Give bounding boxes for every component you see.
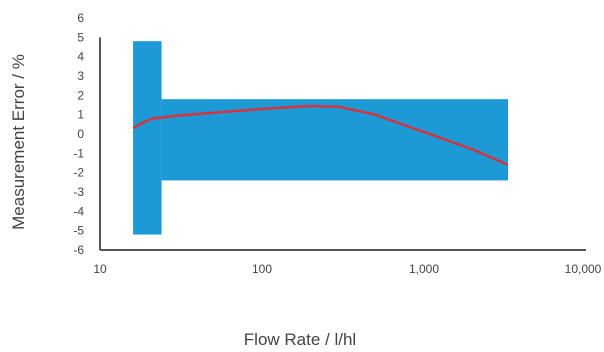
y-tick-label: -2 [73,166,84,180]
y-tick-label: -3 [73,185,84,199]
error-curve [132,104,509,167]
y-tick-label: -4 [73,204,84,218]
y-tick-label: -5 [73,224,84,238]
y-axis-title: Measurement Error / % [9,54,28,230]
y-tick-label: 0 [77,127,84,141]
y-tick-label: 1 [77,108,84,122]
x-tick-labels: 10 100 1,000 10,000 [93,262,601,276]
y-tick-label: 5 [77,30,84,44]
x-tick-label: 1,000 [409,262,439,276]
tolerance-band-segment [133,41,162,235]
y-tick-label: 3 [77,69,84,83]
x-axis-title: Flow Rate / l/hl [244,330,356,349]
y-tick-label: 2 [77,88,84,102]
y-tick-label: -1 [73,146,84,160]
y-tick-labels: 6 5 4 3 2 1 0 -1 -2 -3 -4 -5 -6 [73,11,84,257]
y-tick-label: -6 [73,243,84,257]
y-tick-label: 6 [77,11,84,25]
y-tick-label: 4 [77,50,84,64]
tolerance-band-segment [161,99,508,181]
x-tick-label: 10 [93,262,107,276]
x-tick-label: 10,000 [565,262,602,276]
tolerance-band-group [133,41,508,235]
x-tick-label: 100 [252,262,272,276]
